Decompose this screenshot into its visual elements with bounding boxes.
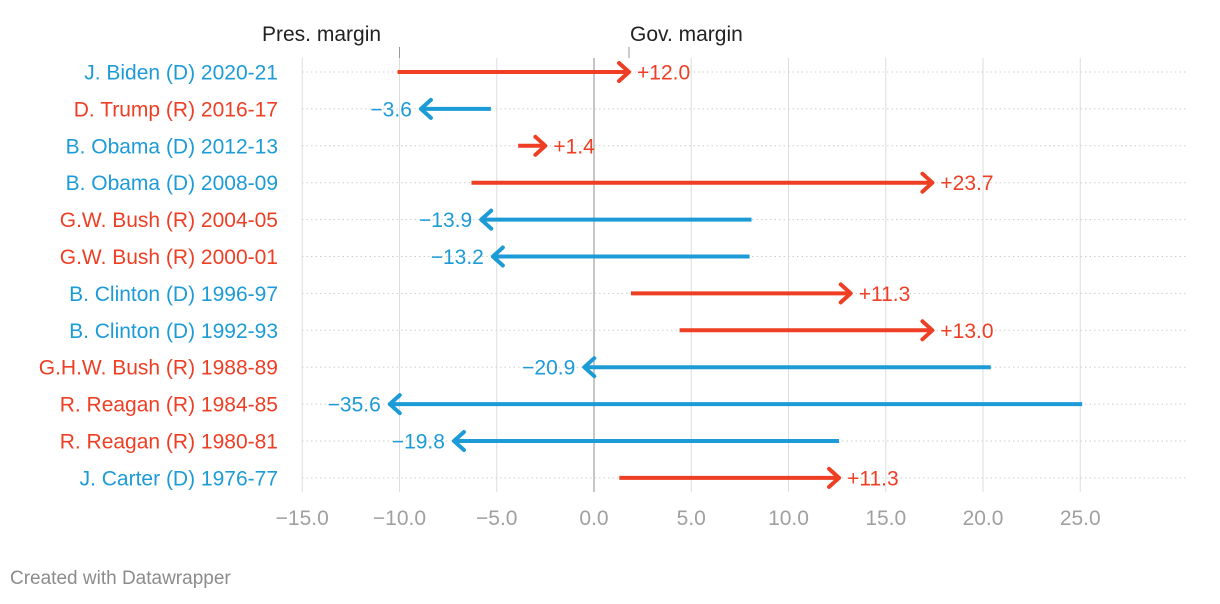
row-label: R. Reagan (R) 1984-85	[60, 394, 278, 417]
change-value-label: −20.9	[522, 357, 575, 380]
row-label: G.W. Bush (R) 2000-01	[60, 246, 278, 269]
change-value-label: +1.4	[553, 135, 595, 158]
arrow-head	[533, 134, 548, 157]
arrow-head	[582, 356, 597, 379]
label-layer: J. Biden (D) 2020-21 +12.0 D. Trump (R) 20…	[39, 62, 994, 491]
arrow-head	[387, 393, 402, 416]
row-label: G.H.W. Bush (R) 1988-89	[39, 357, 278, 380]
arrow-head	[920, 319, 935, 342]
row-label: D. Trump (R) 2016-17	[74, 98, 278, 121]
annotation-label: Pres. margin	[262, 23, 381, 46]
x-tick-label: 15.0	[865, 507, 906, 530]
change-value-label: +13.0	[940, 320, 993, 343]
annotation-layer: Pres. margin Gov. margin	[262, 23, 743, 58]
change-value-label: +11.3	[859, 283, 911, 306]
x-axis-ticks: −15.0 −10.0 −5.0 0.0 5.0 10.0 15.0 20.0 25.0	[276, 507, 1101, 530]
row-label: R. Reagan (R) 1980-81	[60, 431, 278, 454]
change-value-label: −13.9	[419, 209, 472, 232]
arrow-layer	[387, 61, 1083, 489]
row-label: B. Clinton (D) 1992-93	[69, 320, 278, 343]
annotation-label: Gov. margin	[630, 23, 743, 46]
x-tick-label: 10.0	[768, 507, 809, 530]
row-label: B. Obama (D) 2008-09	[66, 172, 278, 195]
x-tick-label: −5.0	[476, 507, 517, 530]
change-value-label: −3.6	[370, 98, 411, 121]
change-value-label: −19.8	[392, 431, 445, 454]
row-label: G.W. Bush (R) 2004-05	[60, 209, 278, 232]
row-label: B. Clinton (D) 1996-97	[69, 283, 278, 306]
arrow-head	[418, 97, 433, 120]
x-tick-label: 20.0	[963, 507, 1004, 530]
arrow-head	[479, 208, 494, 231]
row-label: B. Obama (D) 2012-13	[66, 135, 278, 158]
arrow-head	[490, 245, 505, 268]
x-tick-label: −10.0	[373, 507, 426, 530]
x-tick-label: 5.0	[677, 507, 706, 530]
x-tick-label: −15.0	[276, 507, 329, 530]
change-value-label: +12.0	[637, 62, 690, 85]
arrow-head	[920, 171, 935, 194]
row-label: J. Carter (D) 1976-77	[80, 467, 278, 490]
change-value-label: +11.3	[847, 467, 899, 490]
grid-layer	[301, 58, 1188, 492]
x-tick-label: 0.0	[579, 507, 608, 530]
arrow-head	[617, 61, 632, 83]
arrow-head	[451, 430, 466, 452]
x-tick-label: 25.0	[1060, 507, 1101, 530]
change-value-label: −35.6	[328, 394, 381, 417]
arrow-head	[838, 282, 853, 305]
change-value-label: +23.7	[940, 172, 993, 195]
arrow-head	[827, 466, 842, 489]
footer-credit: Created with Datawrapper	[10, 568, 231, 589]
row-label: J. Biden (D) 2020-21	[84, 62, 278, 85]
change-value-label: −13.2	[431, 246, 484, 269]
